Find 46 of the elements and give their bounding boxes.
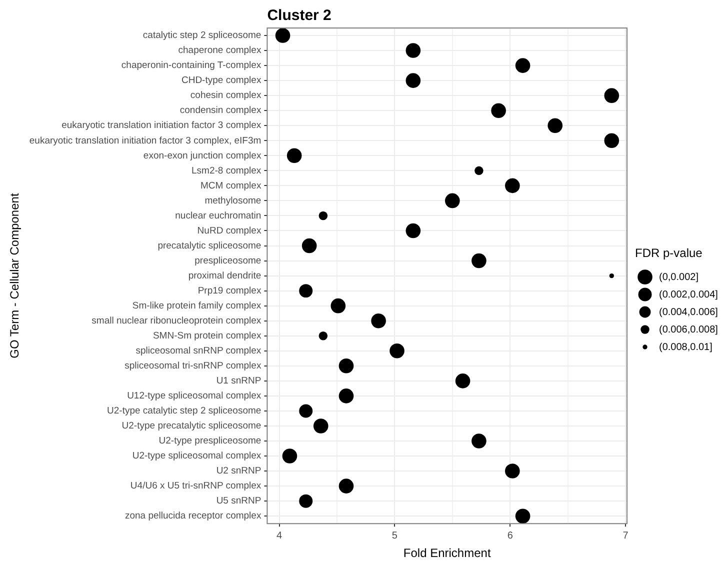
x-tick-label: 7 <box>622 530 629 542</box>
y-tick-label: U2-type precatalytic spliceosome <box>122 420 262 432</box>
x-tick-label: 6 <box>507 530 514 542</box>
y-tick-label: Prp19 complex <box>198 285 262 296</box>
y-tick-label: U2 snRNP <box>216 466 262 477</box>
y-tick-label: small nuclear ribonucleoprotein complex <box>92 315 262 326</box>
y-tick-label: Lsm2-8 complex <box>191 165 262 176</box>
y-tick-label: U1 snRNP <box>216 376 262 387</box>
legend-title: FDR p-value <box>635 246 703 260</box>
y-tick-label: U2-type prespliceosome <box>158 436 262 447</box>
y-tick-label: U12-type spliceosomal complex <box>127 390 262 402</box>
y-tick-label: NuRD complex <box>197 225 262 236</box>
y-tick-label: zona pellucida receptor complex <box>124 510 262 522</box>
y-tick-label: methylosome <box>204 195 262 206</box>
y-tick-label: chaperone complex <box>178 45 262 56</box>
y-tick-label: precatalytic spliceosome <box>158 240 262 252</box>
x-tick-label: 4 <box>276 530 283 542</box>
chart-title: Cluster 2 <box>267 7 332 24</box>
legend-label: (0.008,0.01] <box>659 342 713 353</box>
y-tick-label: Sm-like protein family complex <box>132 300 262 312</box>
x-tick-label: 5 <box>392 530 398 542</box>
y-tick-label: exon-exon junction complex <box>143 150 262 162</box>
y-tick-label: U2-type spliceosomal complex <box>132 450 262 462</box>
y-tick-label: MCM complex <box>200 180 262 192</box>
legend-label: (0.004,0.006] <box>659 306 718 318</box>
y-tick-label: proximal dendrite <box>188 270 262 282</box>
y-tick-label: eukaryotic translation initiation factor 3 complex <box>62 120 262 132</box>
y-tick-label: U5 snRNP <box>216 496 262 507</box>
y-tick-label: U2-type catalytic step 2 spliceosome <box>107 406 262 417</box>
y-tick-label: prespliceosome <box>194 255 262 266</box>
legend-label: (0,0.002] <box>659 272 699 283</box>
y-tick-label: condensin complex <box>180 105 262 116</box>
legend-label: (0.006,0.008] <box>659 324 718 336</box>
legend-label: (0.002,0.004] <box>659 289 718 300</box>
y-tick-label: cohesin complex <box>190 90 262 102</box>
y-tick-label: U4/U6 x U5 tri-snRNP complex <box>130 480 262 492</box>
y-axis-title: GO Term - Cellular Component <box>8 192 22 358</box>
x-axis-title: Fold Enrichment <box>403 546 492 560</box>
y-tick-label: nuclear euchromatin <box>175 210 262 222</box>
y-tick-label: spliceosomal tri-snRNP complex <box>124 360 262 372</box>
y-tick-label: SMN-Sm protein complex <box>152 330 262 342</box>
y-tick-label: CHD-type complex <box>181 75 262 86</box>
y-tick-label: chaperonin-containing T-complex <box>121 60 262 72</box>
y-tick-label: eukaryotic translation initiation factor 3 complex, eIF3m <box>29 135 262 146</box>
y-tick-label: catalytic step 2 spliceosome <box>142 30 262 42</box>
y-tick-label: spliceosomal snRNP complex <box>136 346 262 357</box>
